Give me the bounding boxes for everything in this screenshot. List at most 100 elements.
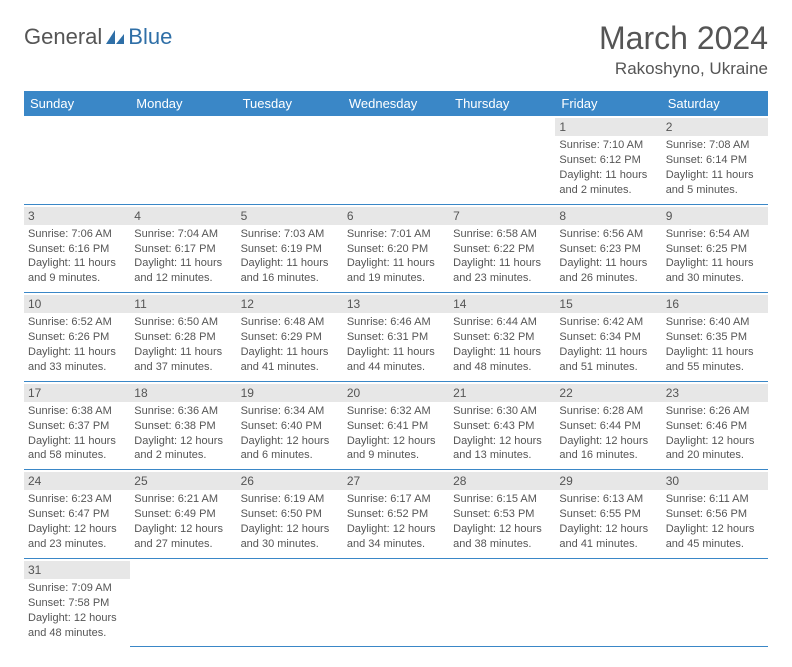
day-info-line: Sunset: 6:38 PM	[134, 419, 232, 434]
day-info-line: and 2 minutes.	[559, 183, 657, 198]
calendar-day-cell: 3Sunrise: 7:06 AMSunset: 6:16 PMDaylight…	[24, 204, 130, 293]
day-info-line: Sunset: 6:32 PM	[453, 330, 551, 345]
day-info-line: Daylight: 11 hours	[559, 168, 657, 183]
day-info-line: Sunset: 6:25 PM	[666, 242, 764, 257]
day-info-line: Sunrise: 6:21 AM	[134, 492, 232, 507]
day-info-line: Sunrise: 6:11 AM	[666, 492, 764, 507]
calendar-week-row: 1Sunrise: 7:10 AMSunset: 6:12 PMDaylight…	[24, 116, 768, 204]
date-number: 28	[449, 472, 555, 490]
day-info-line: Daylight: 11 hours	[559, 345, 657, 360]
day-info-line: Daylight: 11 hours	[134, 256, 232, 271]
day-header: Tuesday	[237, 91, 343, 116]
day-info-line: Daylight: 11 hours	[347, 256, 445, 271]
date-number: 25	[130, 472, 236, 490]
day-info-line: Sunrise: 6:58 AM	[453, 227, 551, 242]
calendar-day-cell: 2Sunrise: 7:08 AMSunset: 6:14 PMDaylight…	[662, 116, 768, 204]
day-info-line: and 16 minutes.	[241, 271, 339, 286]
day-info-line: and 2 minutes.	[134, 448, 232, 463]
day-info-line: and 27 minutes.	[134, 537, 232, 552]
date-number: 20	[343, 384, 449, 402]
day-info-line: Sunrise: 7:10 AM	[559, 138, 657, 153]
day-info-line: Sunset: 6:14 PM	[666, 153, 764, 168]
day-info-line: and 9 minutes.	[28, 271, 126, 286]
title-block: March 2024 Rakoshyno, Ukraine	[599, 20, 768, 79]
calendar-day-cell: 29Sunrise: 6:13 AMSunset: 6:55 PMDayligh…	[555, 470, 661, 559]
day-info-line: and 6 minutes.	[241, 448, 339, 463]
date-number: 13	[343, 295, 449, 313]
calendar-day-cell: 18Sunrise: 6:36 AMSunset: 6:38 PMDayligh…	[130, 381, 236, 470]
calendar-day-cell: 7Sunrise: 6:58 AMSunset: 6:22 PMDaylight…	[449, 204, 555, 293]
day-info-line: Sunset: 7:58 PM	[28, 596, 126, 611]
day-info-line: and 9 minutes.	[347, 448, 445, 463]
calendar-day-cell: 5Sunrise: 7:03 AMSunset: 6:19 PMDaylight…	[237, 204, 343, 293]
day-header: Monday	[130, 91, 236, 116]
day-info-line: Sunset: 6:41 PM	[347, 419, 445, 434]
day-info-line: Sunrise: 6:13 AM	[559, 492, 657, 507]
date-number: 15	[555, 295, 661, 313]
calendar-day-cell: 24Sunrise: 6:23 AMSunset: 6:47 PMDayligh…	[24, 470, 130, 559]
day-header: Friday	[555, 91, 661, 116]
day-info-line: Sunrise: 6:32 AM	[347, 404, 445, 419]
date-number: 29	[555, 472, 661, 490]
day-info-line: Daylight: 11 hours	[453, 345, 551, 360]
date-number: 21	[449, 384, 555, 402]
calendar-day-cell	[24, 116, 130, 204]
calendar-day-cell: 26Sunrise: 6:19 AMSunset: 6:50 PMDayligh…	[237, 470, 343, 559]
day-info-line: and 41 minutes.	[241, 360, 339, 375]
day-info-line: Daylight: 12 hours	[453, 522, 551, 537]
day-info-line: Daylight: 11 hours	[241, 345, 339, 360]
day-info-line: Sunset: 6:19 PM	[241, 242, 339, 257]
day-info-line: and 38 minutes.	[453, 537, 551, 552]
day-info-line: Daylight: 11 hours	[347, 345, 445, 360]
day-info-line: Sunrise: 7:03 AM	[241, 227, 339, 242]
day-info-line: Sunset: 6:28 PM	[134, 330, 232, 345]
day-info-line: Sunset: 6:52 PM	[347, 507, 445, 522]
calendar-day-cell	[662, 558, 768, 646]
calendar-day-cell: 28Sunrise: 6:15 AMSunset: 6:53 PMDayligh…	[449, 470, 555, 559]
date-number: 11	[130, 295, 236, 313]
day-info-line: Sunset: 6:17 PM	[134, 242, 232, 257]
date-number: 27	[343, 472, 449, 490]
day-info-line: Sunrise: 6:36 AM	[134, 404, 232, 419]
date-number: 10	[24, 295, 130, 313]
day-info-line: Sunset: 6:20 PM	[347, 242, 445, 257]
calendar-day-cell: 23Sunrise: 6:26 AMSunset: 6:46 PMDayligh…	[662, 381, 768, 470]
day-info-line: and 30 minutes.	[666, 271, 764, 286]
calendar-day-cell	[449, 116, 555, 204]
day-info-line: Sunrise: 6:28 AM	[559, 404, 657, 419]
day-info-line: Sunrise: 6:42 AM	[559, 315, 657, 330]
day-header: Wednesday	[343, 91, 449, 116]
day-info-line: Daylight: 12 hours	[666, 522, 764, 537]
day-info-line: Daylight: 11 hours	[666, 168, 764, 183]
day-info-line: Daylight: 12 hours	[559, 434, 657, 449]
day-info-line: Sunset: 6:12 PM	[559, 153, 657, 168]
date-number: 8	[555, 207, 661, 225]
day-info-line: and 16 minutes.	[559, 448, 657, 463]
day-info-line: Sunset: 6:50 PM	[241, 507, 339, 522]
day-header: Thursday	[449, 91, 555, 116]
day-info-line: Daylight: 11 hours	[666, 345, 764, 360]
logo-text-blue: Blue	[128, 24, 172, 50]
day-info-line: Sunrise: 6:50 AM	[134, 315, 232, 330]
logo-text-general: General	[24, 24, 102, 50]
day-info-line: Daylight: 11 hours	[666, 256, 764, 271]
day-info-line: Sunset: 6:34 PM	[559, 330, 657, 345]
day-info-line: Sunrise: 6:30 AM	[453, 404, 551, 419]
day-info-line: and 33 minutes.	[28, 360, 126, 375]
calendar-day-cell: 6Sunrise: 7:01 AMSunset: 6:20 PMDaylight…	[343, 204, 449, 293]
calendar-day-cell: 21Sunrise: 6:30 AMSunset: 6:43 PMDayligh…	[449, 381, 555, 470]
day-info-line: Sunrise: 7:04 AM	[134, 227, 232, 242]
day-info-line: and 23 minutes.	[453, 271, 551, 286]
day-info-line: Sunrise: 6:56 AM	[559, 227, 657, 242]
day-info-line: Sunset: 6:31 PM	[347, 330, 445, 345]
date-number: 23	[662, 384, 768, 402]
day-info-line: Sunset: 6:44 PM	[559, 419, 657, 434]
day-info-line: Sunrise: 6:17 AM	[347, 492, 445, 507]
day-info-line: Daylight: 11 hours	[559, 256, 657, 271]
day-info-line: Daylight: 11 hours	[134, 345, 232, 360]
day-info-line: Sunset: 6:16 PM	[28, 242, 126, 257]
calendar-day-cell: 13Sunrise: 6:46 AMSunset: 6:31 PMDayligh…	[343, 293, 449, 382]
day-info-line: Sunrise: 6:48 AM	[241, 315, 339, 330]
calendar-day-cell	[343, 116, 449, 204]
day-info-line: and 58 minutes.	[28, 448, 126, 463]
